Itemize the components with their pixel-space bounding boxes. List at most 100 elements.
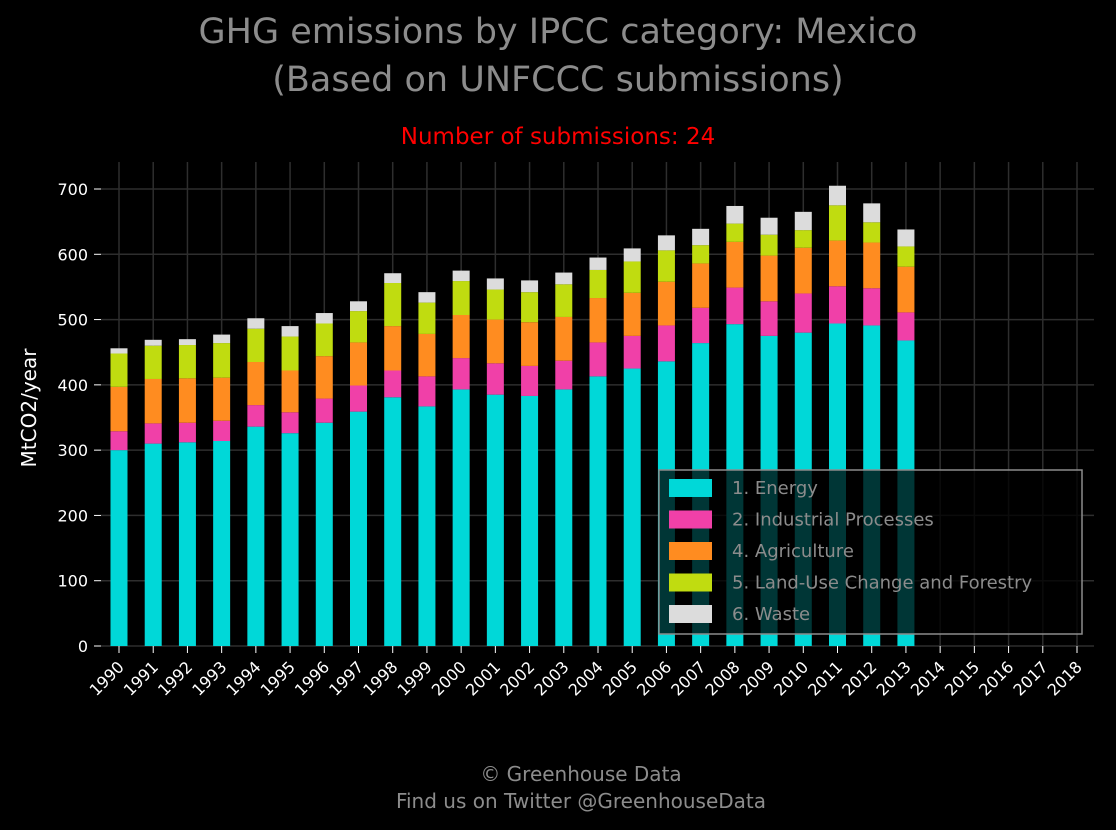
x-tick-label: 2006 [633,657,675,699]
bar-segment [623,368,641,646]
bar-segment [281,370,299,413]
bar-segment [178,345,196,379]
bar-segment [555,316,573,361]
bar-segment [657,325,675,362]
bar-segment [521,395,539,646]
bar-segment [247,426,265,646]
x-tick-label: 2014 [907,657,949,699]
bar-segment [692,307,710,344]
bar-segment [521,322,539,366]
bar-segment [521,292,539,323]
bar-segment [794,247,812,294]
y-tick-label: 300 [57,441,88,460]
bar-segment [452,270,470,282]
bar-segment [486,278,504,290]
bar-segment [555,284,573,317]
bar-segment [315,313,333,324]
bar-segment [486,289,504,320]
x-tick-label: 2010 [770,657,812,699]
x-tick-label: 2007 [667,657,709,699]
y-tick-label: 100 [57,572,88,591]
bar-segment [418,376,436,407]
bar-segment [760,217,778,235]
bar-segment [213,441,231,646]
bar-segment [726,223,744,242]
bar-segment [213,420,231,442]
x-tick-label: 2000 [428,657,470,699]
legend-swatch [669,542,712,560]
legend-swatch [669,605,712,623]
bar-segment [829,240,846,287]
legend-swatch [669,573,712,592]
bar-segment [144,339,162,346]
x-tick-label: 2008 [701,657,743,699]
bar-segment [384,370,402,398]
x-tick-label: 1999 [394,657,436,699]
bar-segment [623,292,641,336]
bar-segment [418,333,436,377]
y-tick-label: 400 [57,376,88,395]
bar-segment [110,450,128,646]
x-tick-label: 2009 [736,657,778,699]
bar-segment [418,302,436,334]
bar-segment [794,211,812,231]
bar-segment [178,422,196,443]
y-tick-label: 200 [57,506,88,525]
bar-segment [726,241,744,288]
x-tick-label: 2012 [838,657,880,699]
x-tick-label: 1993 [188,657,230,699]
bar-segment [315,422,333,646]
x-tick-label: 2001 [462,657,504,699]
bar-segment [897,246,915,267]
bar-segment [213,377,231,421]
bar-segment [350,385,367,412]
bar-segment [178,442,196,646]
bar-segment [692,228,710,246]
bar-segment [384,397,402,646]
bar-segment [760,234,778,256]
bar-segment [657,281,675,326]
x-tick-label: 1994 [222,657,264,699]
x-tick-label: 1995 [257,657,299,699]
legend-label: 1. Energy [732,478,818,499]
bar-segment [657,235,675,251]
bar-segment [623,335,641,369]
bar-segment [863,203,881,223]
bar-segment [692,245,710,264]
bar-segment [897,229,915,247]
bar-segment [315,398,333,423]
twitter-credit: Find us on Twitter @GreenhouseData [395,789,767,813]
bar-segment [829,286,846,324]
bar-segment [144,378,162,424]
bar-segment [213,334,231,344]
bar-segment [521,280,539,293]
y-tick-label: 0 [78,637,88,656]
x-tick-label: 2018 [1044,657,1086,699]
bar-segment [555,389,573,646]
bar-segment [589,269,607,299]
legend-label: 6. Waste [732,604,810,625]
legend-label: 2. Industrial Processes [732,510,934,531]
y-axis-label: MtCO2/year [17,348,41,468]
bar-segment [794,293,812,333]
y-tick-label: 500 [57,311,88,330]
bar-segment [452,281,470,316]
bar-segment [486,394,504,646]
bar-segment [726,205,744,224]
bar-segment [281,433,299,646]
bar-segment [521,365,539,396]
bar-segment [350,301,367,312]
bar-segment [623,261,641,293]
bar-segment [486,319,504,364]
bar-segment [760,255,778,302]
bar-segment [350,342,367,386]
bar-segment [144,443,162,646]
bar-segment [110,348,128,354]
x-tick-label: 1991 [120,657,162,699]
x-tick-label: 2011 [804,657,846,699]
bar-segment [384,283,402,327]
bar-segment [657,250,675,282]
bar-segment [144,423,162,444]
x-tick-label: 2016 [975,657,1017,699]
